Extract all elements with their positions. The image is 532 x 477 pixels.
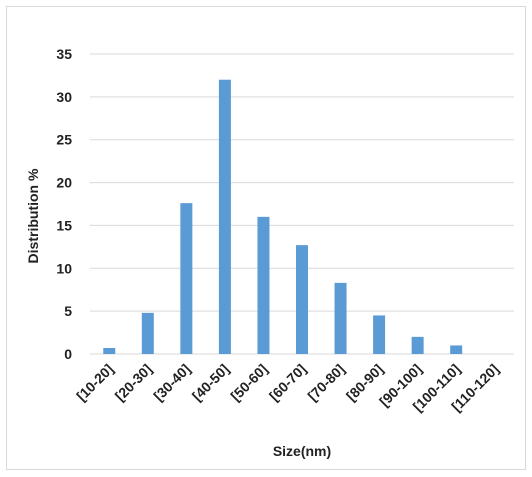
bar-[10-20] — [103, 348, 116, 354]
x-tick-label: [70-80] — [304, 361, 347, 404]
y-axis-ticks: 0 5 10 15 20 25 30 35 — [56, 46, 72, 362]
x-tick-label: [60-70] — [266, 361, 309, 404]
x-axis-ticks: [10-20][20-30][30-40][40-50][50-60][60-7… — [73, 361, 502, 415]
y-tick-label: 15 — [56, 217, 72, 233]
y-tick-label: 0 — [64, 346, 72, 362]
y-tick-label: 25 — [56, 132, 72, 148]
y-axis-title: Distribution % — [25, 168, 41, 263]
bar-[40-50] — [218, 79, 231, 354]
x-tick-label: [20-30] — [112, 361, 155, 404]
bar-[90-100] — [411, 336, 424, 354]
y-tick-label: 5 — [64, 303, 72, 319]
gridlines — [90, 53, 514, 355]
bars — [103, 79, 463, 354]
bar-[30-40] — [180, 203, 193, 354]
y-tick-label: 20 — [56, 175, 72, 191]
bar-[20-30] — [141, 312, 154, 354]
x-tick-label: [30-40] — [150, 361, 193, 404]
x-tick-label: [40-50] — [189, 361, 232, 404]
bar-[50-60] — [257, 216, 270, 354]
x-tick-label: [10-20] — [73, 361, 116, 404]
bar-[100-110] — [450, 345, 463, 354]
bar-[60-70] — [296, 245, 308, 354]
y-tick-label: 10 — [56, 260, 72, 276]
x-axis-title: Size(nm) — [273, 443, 331, 459]
bar-[80-90] — [373, 315, 386, 354]
x-tick-label: [50-60] — [227, 361, 270, 404]
y-tick-label: 35 — [56, 46, 72, 62]
y-tick-label: 30 — [56, 89, 72, 105]
bar-[70-80] — [334, 282, 347, 354]
